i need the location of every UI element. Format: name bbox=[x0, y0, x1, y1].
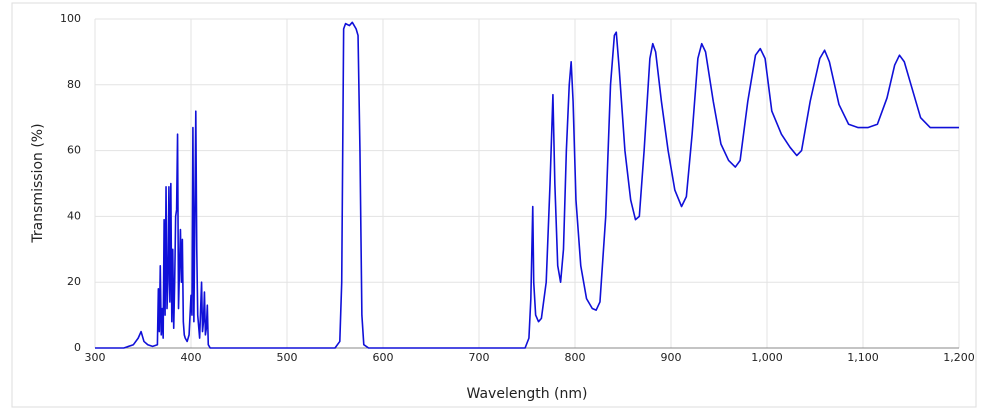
x-tick-label: 500 bbox=[277, 351, 298, 364]
spectrum-line bbox=[95, 21, 959, 349]
y-tick-label: 20 bbox=[67, 275, 81, 288]
y-tick-label: 40 bbox=[67, 209, 81, 222]
x-tick-label: 900 bbox=[661, 351, 682, 364]
x-tick-label: 1,000 bbox=[751, 351, 783, 364]
y-tick-label: 60 bbox=[67, 144, 81, 157]
y-tick-label: 100 bbox=[60, 12, 81, 25]
x-tick-label: 600 bbox=[373, 351, 394, 364]
chart-frame bbox=[11, 2, 977, 408]
y-axis-title: Transmission (%) bbox=[30, 123, 46, 243]
x-axis-title: Wavelength (nm) bbox=[467, 386, 588, 402]
y-tick-label: 80 bbox=[67, 78, 81, 91]
x-tick-label: 300 bbox=[85, 351, 106, 364]
y-tick-label: 0 bbox=[74, 341, 81, 354]
x-tick-label: 1,100 bbox=[847, 351, 879, 364]
x-tick-label: 400 bbox=[181, 351, 202, 364]
x-tick-label: 800 bbox=[565, 351, 586, 364]
x-tick-label: 1,200 bbox=[943, 351, 975, 364]
x-tick-label: 700 bbox=[469, 351, 490, 364]
